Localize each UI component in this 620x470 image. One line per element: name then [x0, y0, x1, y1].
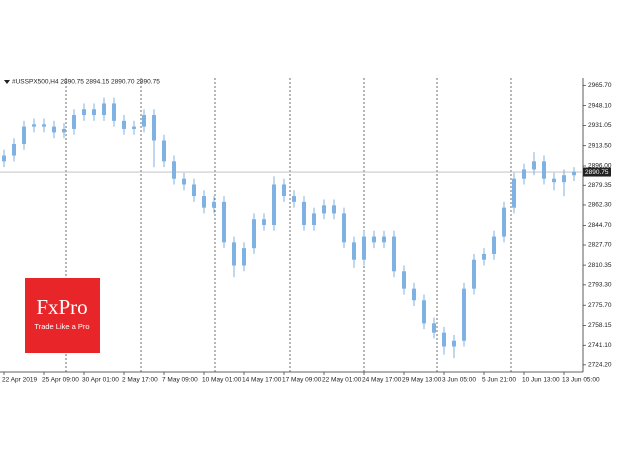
candle-body [422, 300, 426, 324]
candle-body [512, 178, 516, 208]
x-tick-label: 29 May 13:00 [402, 377, 442, 384]
y-tick-label: 2775.70 [588, 302, 612, 309]
y-tick-label: 2810.35 [588, 262, 612, 269]
candle-body [312, 213, 316, 225]
candle-body [412, 288, 416, 301]
candle-body [542, 161, 546, 179]
candle-body [182, 178, 186, 185]
y-tick-label: 2862.30 [588, 202, 612, 209]
logo-brand: FxPro [36, 295, 87, 319]
y-tick-label: 2724.20 [588, 362, 612, 369]
candle-body [302, 201, 306, 225]
week-separators [65, 78, 512, 372]
x-tick-label: 17 May 09:00 [282, 377, 322, 384]
candle-body [322, 205, 326, 214]
x-tick-label: 3 Jun 05:00 [442, 377, 476, 384]
candle-body [562, 175, 566, 183]
y-tick-label: 2965.70 [588, 82, 612, 89]
candle-body [552, 178, 556, 183]
x-tick-label: 24 May 17:00 [362, 377, 402, 384]
candle-body [92, 109, 96, 116]
candle-body [432, 323, 436, 333]
candle-body [392, 236, 396, 272]
candle-body [142, 115, 146, 127]
candle-body [42, 124, 46, 127]
y-tick-label: 2879.35 [588, 182, 612, 189]
y-tick-label: 2948.10 [588, 102, 612, 109]
candle-body [232, 242, 236, 266]
y-tick-label: 2741.10 [588, 342, 612, 349]
candle-body [282, 184, 286, 197]
candle-body [372, 236, 376, 243]
candle-body [532, 161, 536, 170]
y-tick-label: 2931.05 [588, 122, 612, 129]
logo-box [25, 278, 100, 353]
candle-body [132, 126, 136, 129]
candle-body [12, 143, 16, 156]
x-tick-label: 22 May 01:00 [322, 377, 362, 384]
candle-body [212, 201, 216, 208]
candle-body [402, 271, 406, 289]
last-price-label: 2890.75 [585, 169, 609, 176]
candle-body [272, 184, 276, 225]
candle-body [442, 332, 446, 347]
candle-body [292, 196, 296, 202]
chart-title: #USSPX500,H4 2890.75 2894.15 2890.70 289… [12, 79, 160, 86]
candle-body [462, 288, 466, 341]
candle-body [32, 124, 36, 127]
candle-body [342, 213, 346, 243]
candle-body [252, 219, 256, 249]
x-tick-label: 7 May 09:00 [162, 377, 198, 384]
candle-body [82, 109, 86, 116]
candle-body [352, 242, 356, 260]
candle-body [2, 155, 6, 162]
last-price-tag [583, 167, 611, 177]
candle-body [202, 196, 206, 208]
candle-body [122, 120, 126, 129]
candle-body [362, 236, 366, 260]
x-tick-label: 10 May 01:00 [202, 377, 242, 384]
candle-body [452, 340, 456, 347]
y-tick-label: 2793.30 [588, 282, 612, 289]
logo-tagline: Trade Like a Pro [34, 322, 89, 331]
x-tick-label: 22 Apr 2019 [2, 377, 37, 384]
candle-body [162, 140, 166, 162]
candle-body [472, 259, 476, 289]
menu-arrow [4, 80, 10, 84]
candle-body [222, 201, 226, 243]
candle-body [52, 126, 56, 133]
candle-body [262, 219, 266, 225]
candle-body [62, 128, 66, 133]
candle-body [152, 115, 156, 141]
candle-body [522, 169, 526, 179]
x-tick-label: 2 May 17:00 [122, 377, 158, 384]
x-tick-label: 30 Apr 01:00 [82, 377, 119, 384]
candle-body [502, 207, 506, 237]
y-tick-label: 2758.15 [588, 322, 612, 329]
x-tick-label: 25 Apr 09:00 [42, 377, 79, 384]
candle-body [192, 184, 196, 197]
candle-body [22, 126, 26, 144]
x-tick-label: 14 May 17:00 [242, 377, 282, 384]
candle-body [172, 161, 176, 179]
y-tick-label: 2844.70 [588, 222, 612, 229]
y-tick-label: 2827.70 [588, 242, 612, 249]
candle-body [382, 236, 386, 243]
y-tick-label: 2896.00 [588, 163, 612, 170]
candle-body [72, 115, 76, 129]
candle-body [482, 253, 486, 260]
candle-body [572, 171, 576, 176]
candle-body [102, 103, 106, 116]
x-tick-label: 5 Jun 21:00 [482, 377, 516, 384]
y-tick-label: 2913.50 [588, 142, 612, 149]
x-tick-label: 10 Jun 13:00 [522, 377, 560, 384]
candle-body [242, 248, 246, 266]
candle-body [332, 205, 336, 214]
x-tick-label: 13 Jun 05:00 [562, 377, 600, 384]
candle-body [112, 103, 116, 121]
candle-body [492, 236, 496, 254]
